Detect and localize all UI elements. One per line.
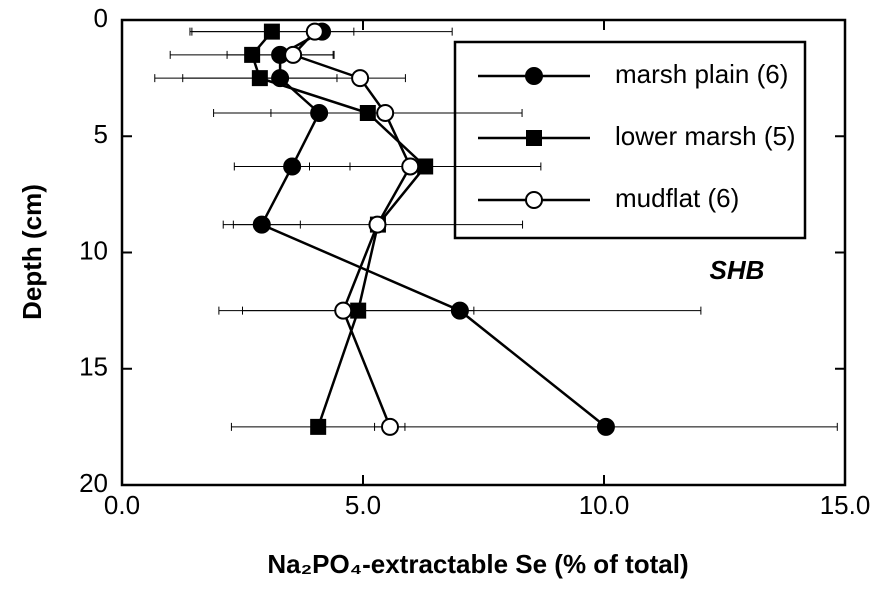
marker [263, 23, 280, 40]
x-tick-label: 5.0 [345, 490, 381, 520]
legend-box [453, 40, 807, 240]
x-axis-label: Na₂PO₄-extractable Se (% of total) [267, 549, 688, 579]
series-line [250, 30, 427, 428]
series-line [290, 30, 412, 428]
marker [376, 104, 395, 122]
marker [310, 104, 329, 122]
y-tick-label: 5 [94, 119, 108, 149]
marker [251, 70, 268, 87]
marker [525, 67, 543, 85]
y-tick-label: 0 [94, 3, 108, 33]
marker [450, 301, 469, 320]
marker [334, 301, 353, 320]
marker [283, 157, 302, 176]
y-tick-label: 20 [79, 468, 108, 498]
y-tick-label: 15 [79, 352, 108, 382]
x-tick-label: 0.0 [104, 490, 140, 520]
marker [271, 69, 290, 88]
marker [244, 46, 261, 63]
legend-label: mudflat (6) [615, 183, 739, 213]
annotation: SHB [710, 255, 765, 285]
marker [305, 22, 324, 41]
x-tick-label: 15.0 [820, 490, 871, 520]
marker [252, 215, 271, 234]
marker [596, 417, 615, 436]
legend-label: marsh plain (6) [615, 59, 788, 89]
marker [380, 417, 399, 436]
x-tick-label: 10.0 [579, 490, 630, 520]
marker [526, 130, 542, 146]
legend-label: lower marsh (5) [615, 121, 796, 151]
y-tick-label: 10 [79, 235, 108, 265]
marker [401, 157, 420, 176]
y-axis-label: Depth (cm) [17, 184, 47, 320]
marker [525, 191, 543, 209]
marker [417, 158, 434, 175]
marker [350, 302, 367, 319]
marker [359, 105, 376, 121]
marker [284, 45, 303, 64]
marker [310, 418, 327, 435]
marker [351, 69, 370, 88]
marker [368, 215, 387, 234]
